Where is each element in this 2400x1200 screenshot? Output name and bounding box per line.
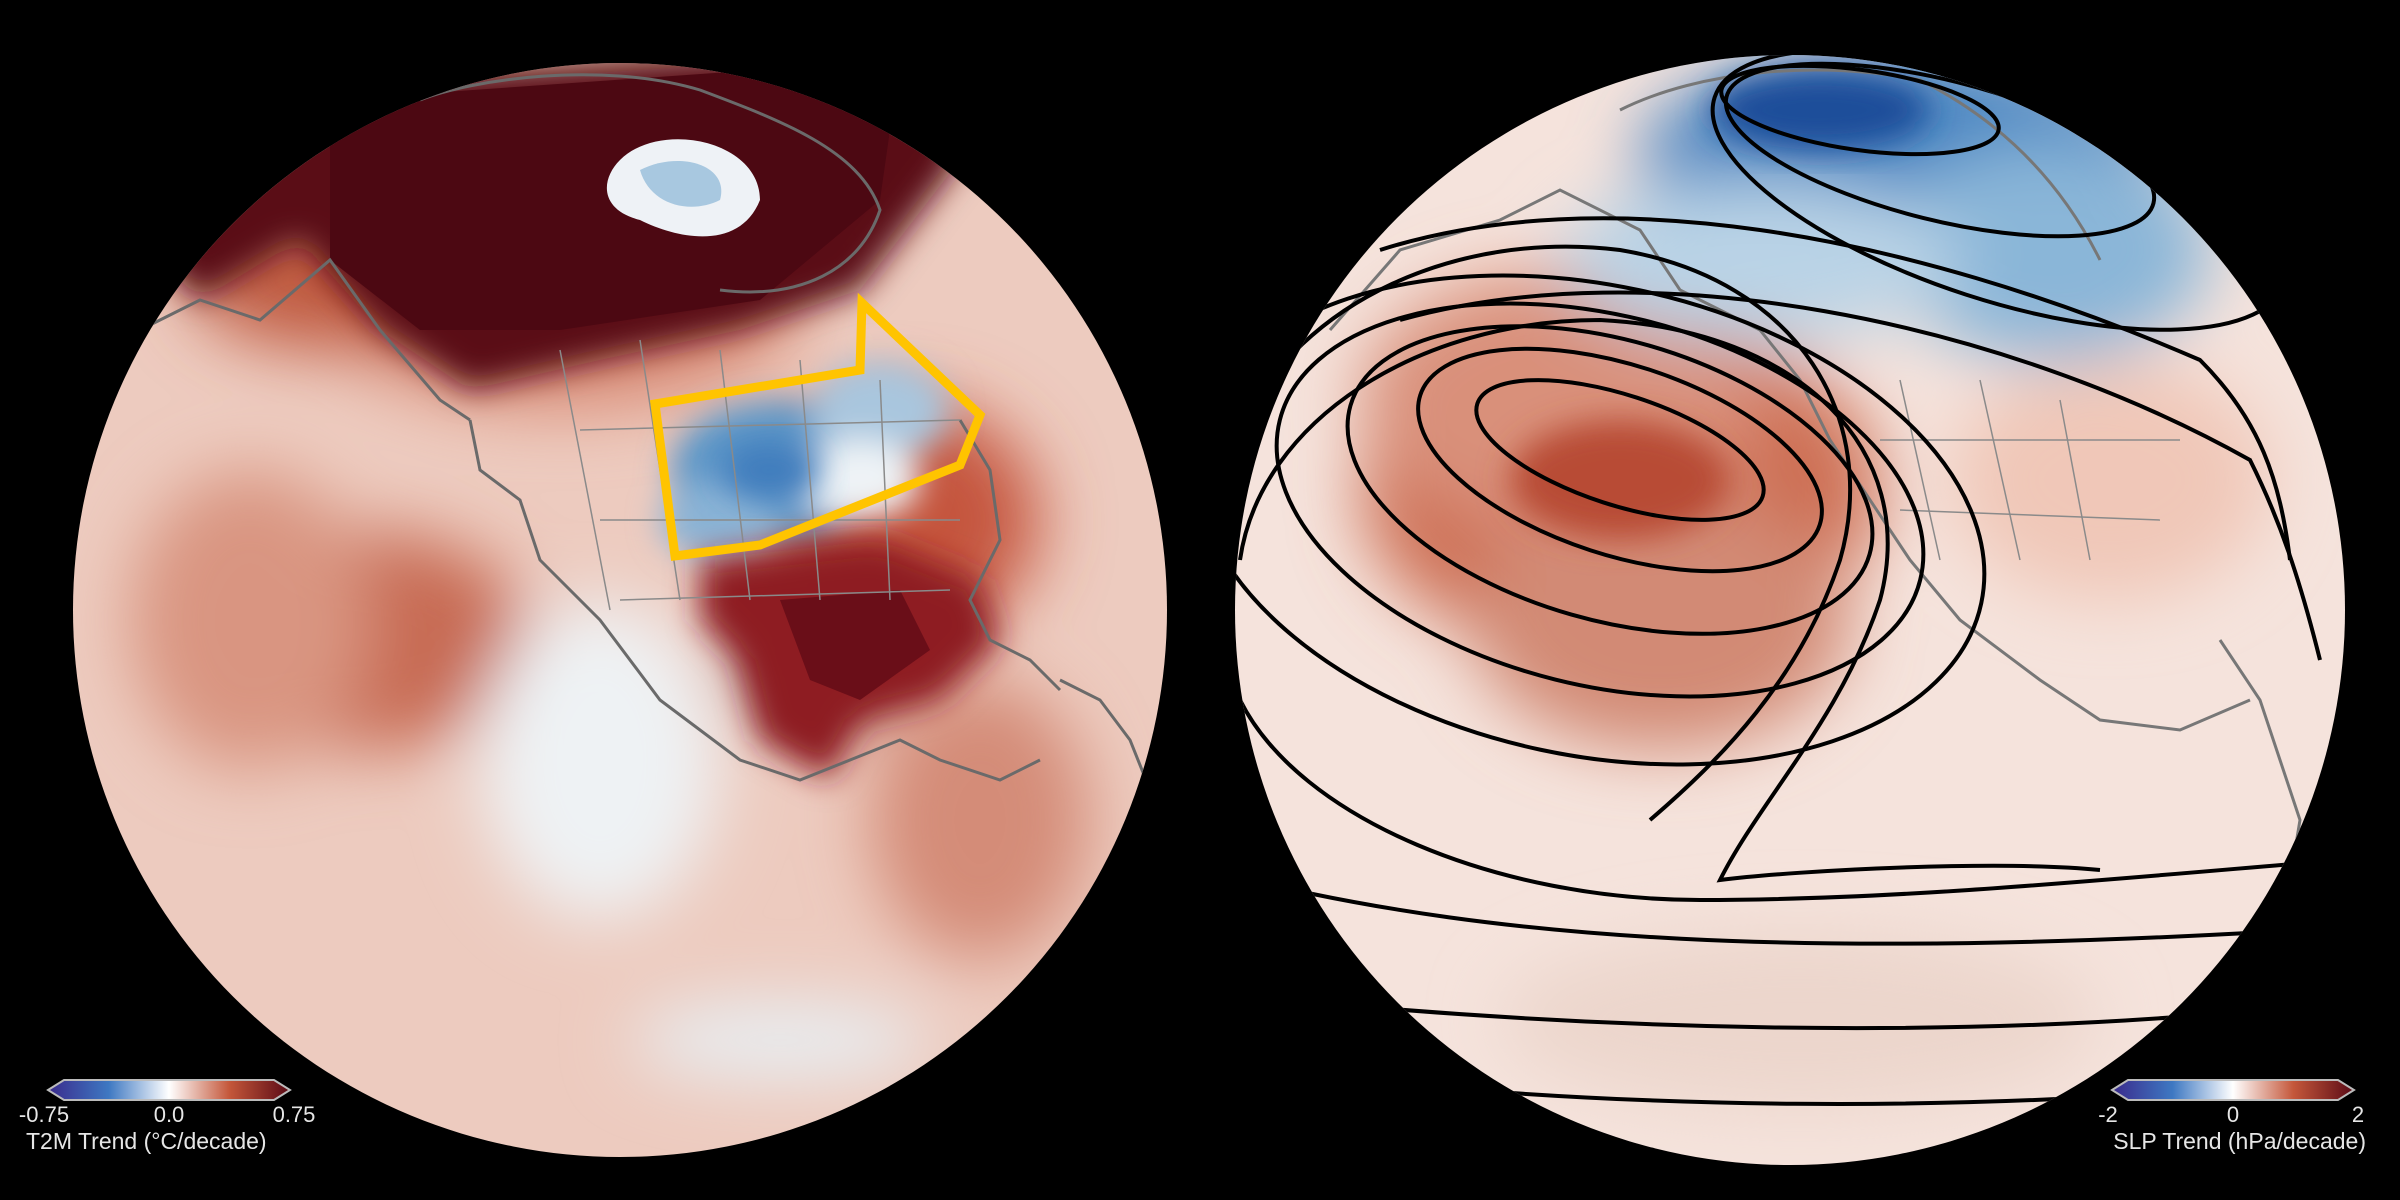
colorbar-left-tick: 0.75 bbox=[272, 1102, 316, 1127]
colorbar-right bbox=[2110, 1079, 2356, 1101]
colorbar-right-label: SLP Trend (hPa/decade) bbox=[2113, 1128, 2366, 1154]
slp-trend-globe bbox=[1235, 55, 2345, 1165]
colorbar-left-tick: -0.75 bbox=[18, 1102, 70, 1127]
t2m-trend-globe bbox=[73, 63, 1167, 1157]
colorbar-left-tick: 0.0 bbox=[153, 1102, 185, 1127]
colorbar-left-label: T2M Trend (°C/decade) bbox=[26, 1128, 267, 1154]
study-region-box bbox=[649, 292, 986, 562]
colorbar-left bbox=[46, 1079, 292, 1101]
colorbar-right-tick: 2 bbox=[2351, 1102, 2365, 1127]
colorbar-right-tick: -2 bbox=[2098, 1102, 2118, 1127]
colorbar-right-tick: 0 bbox=[2226, 1102, 2240, 1127]
